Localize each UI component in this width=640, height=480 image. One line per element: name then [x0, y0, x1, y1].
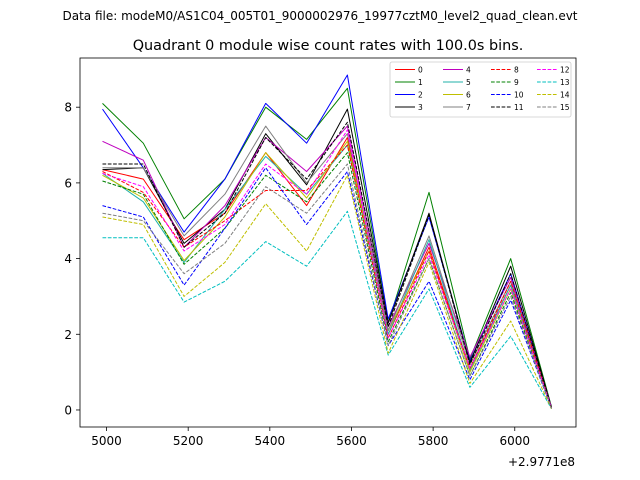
series-line-13: [102, 210, 552, 410]
x-tick-label: 5400: [255, 434, 286, 448]
plot-area: [102, 74, 552, 410]
legend-label-13: 13: [560, 78, 570, 87]
series-line-9: [102, 152, 552, 409]
series-line-3: [102, 108, 552, 408]
x-tick-label: 5000: [91, 434, 122, 448]
series-line-8: [102, 144, 552, 409]
y-tick-label: 4: [64, 252, 72, 266]
x-tick-label: 5600: [336, 434, 367, 448]
legend-label-9: 9: [514, 78, 519, 87]
series-line-10: [102, 167, 552, 409]
chart-title: Quadrant 0 module wise count rates with …: [133, 38, 524, 54]
series-line-11: [102, 121, 552, 408]
legend-label-0: 0: [418, 65, 423, 74]
y-tick-label: 0: [64, 403, 72, 417]
legend-box: [389, 61, 572, 118]
x-tick-label: 5800: [418, 434, 449, 448]
series-line-14: [102, 174, 552, 410]
series-line-12: [102, 129, 552, 409]
legend-label-12: 12: [560, 65, 570, 74]
x-tick-label: 5200: [173, 434, 204, 448]
x-axis-offset-label: +2.9771e8: [508, 455, 575, 469]
legend-label-3: 3: [418, 103, 423, 112]
series-line-1: [102, 87, 552, 408]
legend-label-11: 11: [514, 103, 524, 112]
x-tick-label: 6000: [499, 434, 530, 448]
y-tick-label: 2: [64, 328, 72, 342]
series-line-7: [102, 125, 552, 408]
y-tick-label: 8: [64, 101, 72, 115]
legend-label-15: 15: [560, 103, 570, 112]
legend-label-5: 5: [466, 78, 471, 87]
series-line-6: [102, 140, 552, 409]
legend-label-10: 10: [514, 90, 524, 99]
figure-suptitle: Data file: modeM0/AS1C04_005T01_90000029…: [62, 9, 577, 23]
legend-label-7: 7: [466, 103, 471, 112]
legend-label-1: 1: [418, 78, 423, 87]
y-tick-label: 6: [64, 176, 72, 190]
legend-label-2: 2: [418, 90, 423, 99]
legend-label-6: 6: [466, 90, 471, 99]
series-line-15: [102, 163, 552, 409]
axes-frame: [79, 57, 577, 428]
legend-label-4: 4: [466, 65, 471, 74]
axes: 5000 5200 5400 5600 5800 6000 0 2 4 6 8: [64, 57, 577, 448]
legend-label-8: 8: [514, 65, 519, 74]
legend-label-14: 14: [560, 90, 570, 99]
